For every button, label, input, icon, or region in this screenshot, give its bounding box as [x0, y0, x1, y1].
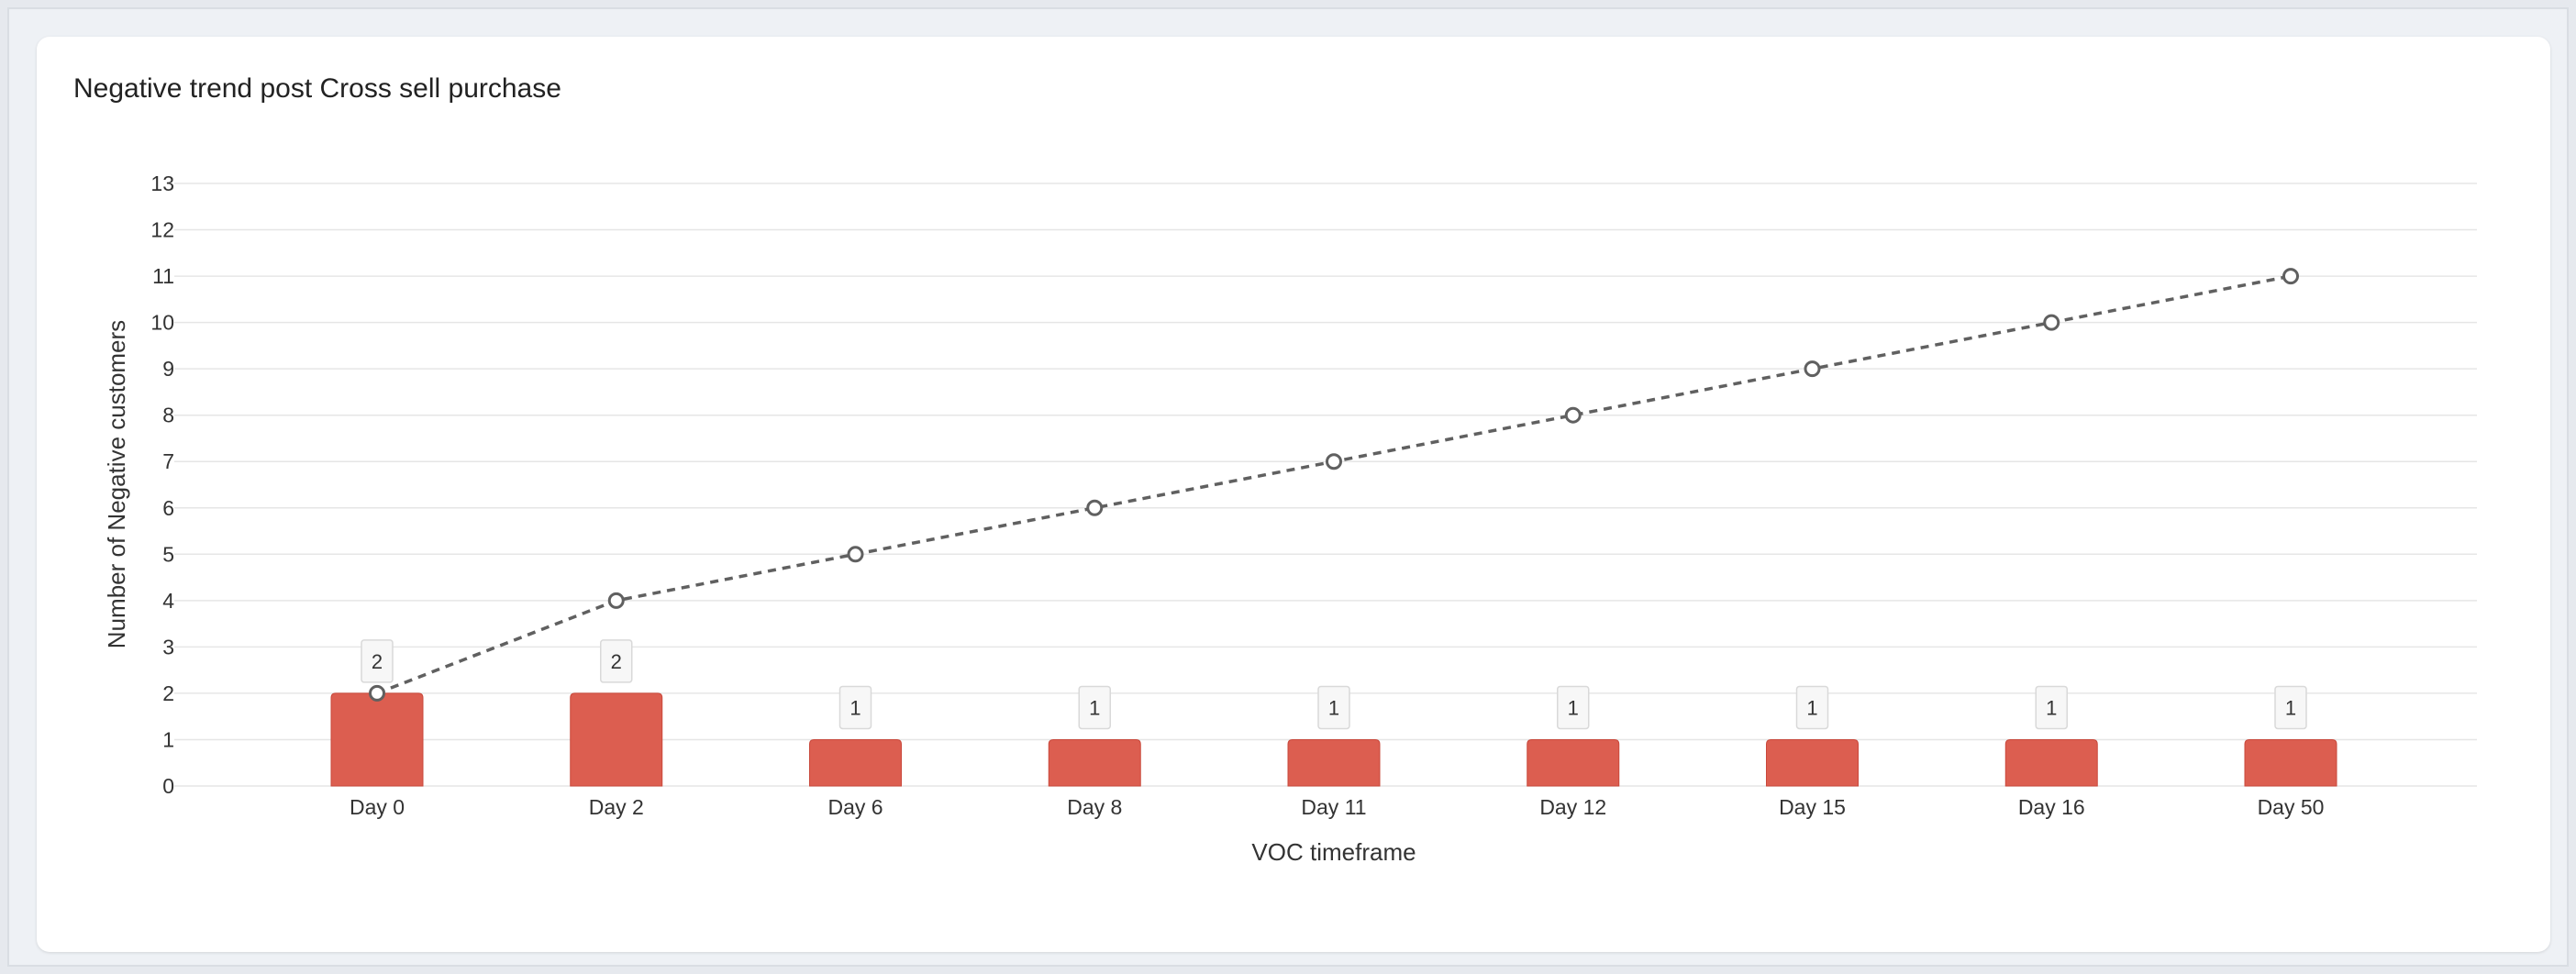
data-label: 1 [2046, 696, 2057, 719]
x-tick-labels: Day 0 Day 2 Day 6 Day 8 Day 11 Day 12 Day 15 Da… [350, 795, 2324, 819]
x-tick-label: Day 12 [1539, 795, 1606, 819]
data-label-box [361, 639, 394, 683]
y-tick-label: 2 [162, 681, 174, 705]
x-tick-label: Day 0 [350, 795, 405, 819]
data-label: 1 [1089, 696, 1100, 719]
data-label: 1 [1806, 696, 1817, 719]
line-point[interactable] [607, 592, 625, 609]
y-tick-label: 13 [150, 172, 174, 195]
bar[interactable] [1527, 738, 1620, 787]
chart-title: Negative trend post Cross sell purchase [73, 73, 561, 104]
data-label-box [1557, 685, 1590, 730]
x-axis-title: VOC timeframe [1251, 838, 1416, 866]
x-tick-label: Day 50 [2258, 795, 2325, 819]
y-tick-label: 9 [162, 357, 174, 381]
bar[interactable] [2004, 738, 2098, 787]
x-tick-label: Day 6 [827, 795, 883, 819]
data-label-box [1795, 685, 1829, 730]
y-tick-label: 10 [150, 311, 174, 335]
y-tick-label: 7 [162, 449, 174, 473]
x-tick-label: Day 8 [1067, 795, 1122, 819]
line-point[interactable] [1326, 453, 1342, 470]
bar[interactable] [1287, 738, 1381, 787]
bar[interactable] [2244, 738, 2337, 787]
chart-card [37, 37, 2550, 952]
line-series [369, 268, 2299, 702]
outer-frame [7, 7, 2569, 967]
line-point[interactable] [369, 684, 385, 702]
y-tick-label: 11 [152, 264, 174, 288]
y-tick-label: 6 [162, 496, 174, 520]
data-label: 2 [611, 650, 622, 673]
line-point[interactable] [1086, 499, 1104, 516]
data-label-box [2274, 685, 2307, 730]
y-tick-label: 8 [162, 404, 174, 427]
y-tick-label: 0 [162, 774, 174, 798]
line-point[interactable] [1804, 360, 1821, 378]
line-point[interactable] [1564, 406, 1582, 424]
data-label-box [2035, 685, 2068, 730]
data-label: 1 [1568, 696, 1579, 719]
y-tick-label: 5 [162, 542, 174, 566]
y-tick-label: 3 [162, 635, 174, 659]
bar[interactable] [1766, 738, 1859, 787]
line-point[interactable] [847, 546, 864, 563]
line-point[interactable] [2282, 268, 2299, 285]
data-label-box [838, 685, 872, 730]
bars [330, 692, 2337, 787]
data-label: 1 [849, 696, 861, 719]
data-label: 1 [2285, 696, 2296, 719]
x-tick-label: Day 2 [589, 795, 644, 819]
y-tick-label: 1 [162, 727, 174, 751]
data-label-box [600, 639, 633, 683]
data-label-box [1078, 685, 1111, 730]
trend-line [376, 274, 2292, 695]
data-label-box [1317, 685, 1350, 730]
line-point[interactable] [2043, 314, 2060, 331]
bar[interactable] [330, 692, 424, 787]
data-labels: 2 2 1 1 1 1 1 1 1 [361, 639, 2307, 730]
bar[interactable] [570, 692, 663, 787]
data-label: 1 [1328, 696, 1339, 719]
bar[interactable] [1048, 738, 1141, 787]
x-tick-label: Day 16 [2018, 795, 2085, 819]
x-tick-label: Day 15 [1779, 795, 1846, 819]
data-label: 2 [372, 650, 383, 673]
y-axis-title: Number of Negative customers [103, 320, 130, 648]
x-tick-label: Day 11 [1301, 795, 1366, 819]
y-tick-label: 12 [150, 218, 174, 242]
y-tick-label: 4 [162, 589, 174, 613]
bar[interactable] [809, 738, 902, 787]
